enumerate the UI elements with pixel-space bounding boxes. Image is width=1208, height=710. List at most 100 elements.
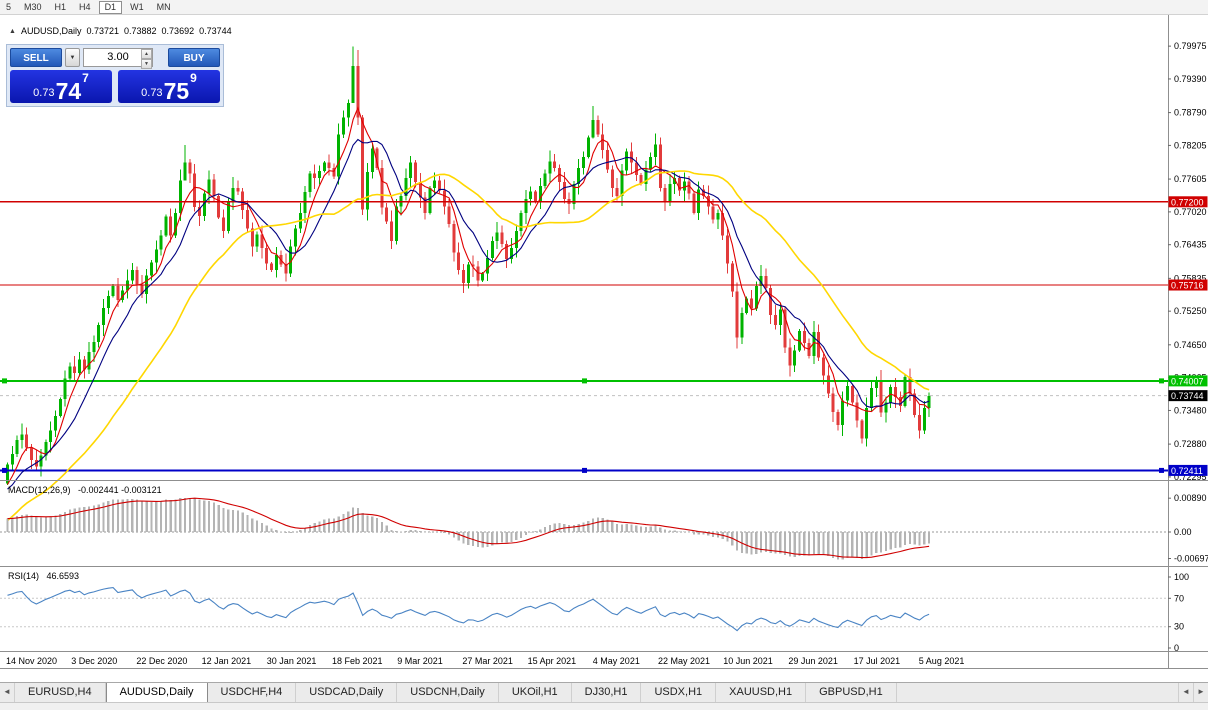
chart-tab-usdcnh-daily[interactable]: USDCNH,Daily: [397, 683, 499, 702]
timeframe-w1-button[interactable]: W1: [130, 2, 144, 12]
macd-title: MACD(12,26,9): [8, 485, 71, 495]
line-handle[interactable]: [2, 378, 7, 384]
line-handle[interactable]: [582, 467, 587, 473]
candles-layer: [6, 46, 931, 486]
buy-price-big: 75: [163, 78, 190, 104]
rsi-title: RSI(14): [8, 571, 40, 581]
ma-5-line: [7, 106, 930, 485]
chart-tabs: EURUSD,H4 AUDUSD,Daily USDCHF,H4 USDCAD,Dai…: [15, 683, 897, 702]
chart-tab-usdchf-h4[interactable]: USDCHF,H4: [207, 683, 297, 702]
sell-price-prefix: 0.73: [33, 87, 55, 99]
svg-text:0.72295: 0.72295: [1174, 472, 1207, 482]
svg-text:0.00: 0.00: [1174, 527, 1192, 537]
timeframe-h4-button[interactable]: H4: [79, 2, 91, 12]
ohlc-high: 0.73882: [124, 26, 157, 36]
svg-text:22 May 2021: 22 May 2021: [658, 656, 710, 666]
timeframe-5-button[interactable]: 5: [6, 2, 12, 12]
chart-tab-usdcad-daily[interactable]: USDCAD,Daily: [296, 683, 398, 702]
rsi-line: [7, 587, 930, 632]
tabs-next-button[interactable]: ►: [1193, 683, 1208, 702]
tabs-prev-button[interactable]: ◄: [1178, 683, 1193, 702]
timeframe-m30-button[interactable]: M30: [24, 2, 42, 12]
axis-price-badge: 0.72411: [1168, 464, 1208, 476]
svg-text:18 Feb 2021: 18 Feb 2021: [332, 656, 383, 666]
svg-text:70: 70: [1174, 593, 1184, 603]
svg-text:3 Dec 2020: 3 Dec 2020: [71, 656, 117, 666]
chart-tab-audusd-daily[interactable]: AUDUSD,Daily: [105, 683, 208, 702]
timeframe-h1-button[interactable]: H1: [54, 2, 67, 12]
tab-scroll-left-button[interactable]: ◄: [0, 683, 15, 702]
buy-button[interactable]: BUY: [168, 48, 220, 67]
chart-tab-ukoil-h1[interactable]: UKOil,H1: [498, 683, 572, 702]
time-axis-labels[interactable]: 14 Nov 2020 3 Dec 2020 22 Dec 2020 12 Jan 2…: [6, 656, 964, 666]
line-handle[interactable]: [2, 467, 7, 473]
svg-text:0.74650: 0.74650: [1174, 340, 1207, 350]
buy-price-button[interactable]: 0.73 75 9: [118, 70, 220, 103]
axis-price-badge: 0.75716: [1168, 279, 1208, 291]
chart-tab-dj30-h1[interactable]: DJ30,H1: [571, 683, 642, 702]
svg-text:0.77200: 0.77200: [1171, 197, 1204, 207]
volume-dropdown-button[interactable]: ▼: [65, 48, 80, 67]
chart-tab-xauusd-h1[interactable]: XAUUSD,H1: [716, 683, 807, 702]
timeframe-mn-button[interactable]: MN: [156, 2, 171, 12]
timeframe-d1-button[interactable]: D1: [98, 0, 123, 14]
svg-text:4 May 2021: 4 May 2021: [593, 656, 640, 666]
macd-indicator-label: MACD(12,26,9) -0.002441 -0.003121: [8, 485, 162, 495]
axis-price-badge: 0.73744: [1168, 390, 1208, 402]
line-handle[interactable]: [582, 378, 587, 384]
svg-text:22 Dec 2020: 22 Dec 2020: [136, 656, 187, 666]
svg-text:0.75835: 0.75835: [1174, 273, 1207, 283]
volume-input[interactable]: 3.00 ▲ ▼: [83, 48, 153, 69]
chart-canvas[interactable]: 0.79975 0.79390 0.78790 0.78205 0.77605 0.770…: [0, 15, 1208, 682]
svg-text:5 Aug 2021: 5 Aug 2021: [919, 656, 965, 666]
chevron-down-icon: ▼: [69, 55, 76, 61]
pane-separators: [0, 480, 1208, 669]
chart-title: AUDUSD,Daily: [20, 26, 82, 36]
svg-text:0.73744: 0.73744: [1171, 391, 1204, 401]
svg-text:-0.00697: -0.00697: [1174, 553, 1208, 563]
svg-text:100: 100: [1174, 572, 1189, 582]
volume-stepper: ▲ ▼: [141, 49, 152, 69]
ohlc-low: 0.73692: [161, 26, 195, 36]
oct-collapse-icon[interactable]: ▲: [9, 27, 16, 35]
svg-text:29 Jun 2021: 29 Jun 2021: [788, 656, 838, 666]
svg-text:0.75250: 0.75250: [1174, 306, 1207, 316]
svg-text:0.78205: 0.78205: [1174, 140, 1207, 150]
sell-price-button[interactable]: 0.73 74 7: [10, 70, 112, 103]
svg-text:30: 30: [1174, 622, 1184, 632]
svg-text:0.79390: 0.79390: [1174, 74, 1207, 84]
ohlc-open: 0.73721: [86, 26, 119, 36]
svg-text:0.73480: 0.73480: [1174, 405, 1207, 415]
chart-tab-bar: ◄ EURUSD,H4 AUDUSD,Daily USDCHF,H4 USDCAD,D…: [0, 682, 1208, 702]
macd-signal-line: [7, 497, 930, 559]
line-handle[interactable]: [1159, 378, 1164, 384]
svg-text:0.77605: 0.77605: [1174, 174, 1207, 184]
svg-text:30 Jan 2021: 30 Jan 2021: [267, 656, 317, 666]
chart-tab-usdx-h1[interactable]: USDX,H1: [641, 683, 717, 702]
ma-30-line: [6, 170, 930, 522]
svg-text:0.74007: 0.74007: [1171, 376, 1204, 386]
buy-price-prefix: 0.73: [141, 87, 163, 99]
svg-text:0.78790: 0.78790: [1174, 108, 1207, 118]
tab-scroll-buttons: ◄ ►: [1178, 683, 1208, 702]
svg-text:12 Jan 2021: 12 Jan 2021: [202, 656, 252, 666]
chart-tab-eurusd-h4[interactable]: EURUSD,H4: [15, 683, 106, 702]
sell-price-sup: 7: [82, 71, 89, 85]
volume-down-button[interactable]: ▼: [141, 59, 152, 69]
ma-10-line: [7, 138, 930, 490]
volume-value: 3.00: [107, 51, 129, 63]
svg-text:0.77020: 0.77020: [1174, 207, 1207, 217]
line-handle[interactable]: [1159, 467, 1164, 473]
svg-text:0.72411: 0.72411: [1171, 466, 1203, 476]
svg-text:10 Jun 2021: 10 Jun 2021: [723, 656, 773, 666]
volume-up-button[interactable]: ▲: [141, 49, 152, 59]
chart-header: ▲ AUDUSD,Daily 0.73721 0.73882 0.73692 0…: [9, 26, 237, 36]
sell-button[interactable]: SELL: [10, 48, 62, 67]
svg-text:0.72880: 0.72880: [1174, 439, 1207, 449]
macd-histogram: [6, 498, 931, 560]
price-axis-labels: 0.79975 0.79390 0.78790 0.78205 0.77605 0.770…: [1168, 41, 1208, 653]
svg-text:27 Mar 2021: 27 Mar 2021: [462, 656, 513, 666]
svg-text:0.79975: 0.79975: [1174, 41, 1207, 51]
one-click-trading-panel: SELL ▼ 3.00 ▲ ▼ BUY 0.73 74 7 0.73 75 9: [6, 44, 224, 107]
chart-tab-gbpusd-h1[interactable]: GBPUSD,H1: [806, 683, 897, 702]
